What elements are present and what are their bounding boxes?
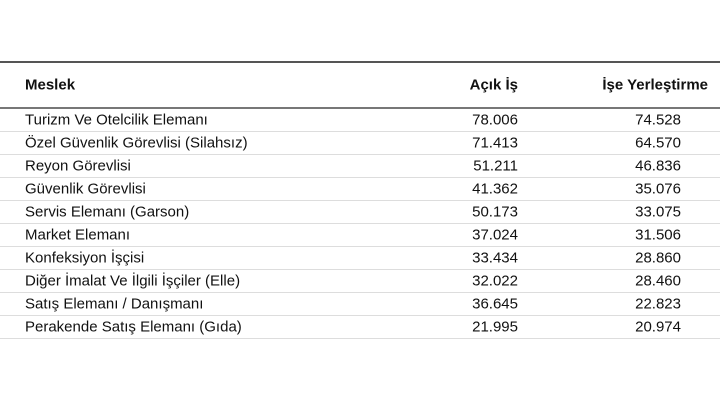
header-ise-yerlestirme: İşe Yerleştirme — [602, 76, 708, 94]
open-jobs-cell: 78.006 — [472, 111, 518, 129]
table-row: Satış Elemanı / Danışmanı 36.645 22.823 — [0, 293, 720, 316]
open-jobs-cell: 41.362 — [472, 180, 518, 198]
placements-cell: 74.528 — [635, 111, 681, 129]
open-jobs-cell: 36.645 — [472, 295, 518, 313]
occupation-cell: Servis Elemanı (Garson) — [25, 203, 190, 221]
table-row: Servis Elemanı (Garson) 50.173 33.075 — [0, 201, 720, 224]
placements-cell: 35.076 — [635, 180, 681, 198]
table-row: Reyon Görevlisi 51.211 46.836 — [0, 155, 720, 178]
open-jobs-cell: 33.434 — [472, 249, 518, 267]
occupation-table: Meslek Açık İş İşe Yerleştirme Turizm Ve… — [0, 61, 720, 339]
table-row: Özel Güvenlik Görevlisi (Silahsız) 71.413… — [0, 132, 720, 155]
occupation-cell: Özel Güvenlik Görevlisi (Silahsız) — [25, 134, 248, 152]
open-jobs-cell: 50.173 — [472, 203, 518, 221]
header-meslek: Meslek — [25, 76, 76, 94]
open-jobs-cell: 32.022 — [472, 272, 518, 290]
occupation-cell: Diğer İmalat Ve İlgili İşçiler (Elle) — [25, 272, 241, 290]
placements-cell: 64.570 — [635, 134, 681, 152]
open-jobs-cell: 21.995 — [472, 318, 518, 336]
placements-cell: 28.860 — [635, 249, 681, 267]
table-row: Market Elemanı 37.024 31.506 — [0, 224, 720, 247]
placements-cell: 22.823 — [635, 295, 681, 313]
table-row: Güvenlik Görevlisi 41.362 35.076 — [0, 178, 720, 201]
occupation-cell: Perakende Satış Elemanı (Gıda) — [25, 318, 242, 336]
occupation-cell: Güvenlik Görevlisi — [25, 180, 146, 198]
open-jobs-cell: 51.211 — [473, 157, 518, 175]
occupation-cell: Konfeksiyon İşçisi — [25, 249, 145, 267]
placements-cell: 33.075 — [635, 203, 681, 221]
open-jobs-cell: 37.024 — [472, 226, 518, 244]
occupation-cell: Turizm Ve Otelcilik Elemanı — [25, 111, 208, 129]
header-acik-is: Açık İş — [469, 76, 518, 94]
occupation-cell: Reyon Görevlisi — [25, 157, 131, 175]
table-row: Turizm Ve Otelcilik Elemanı 78.006 74.528 — [0, 109, 720, 132]
table-row: Diğer İmalat Ve İlgili İşçiler (Elle) 32.… — [0, 270, 720, 293]
placements-cell: 28.460 — [635, 272, 681, 290]
placements-cell: 20.974 — [635, 318, 681, 336]
open-jobs-cell: 71.413 — [472, 134, 518, 152]
table-row: Perakende Satış Elemanı (Gıda) 21.995 20.9… — [0, 316, 720, 339]
occupation-cell: Market Elemanı — [25, 226, 131, 244]
table-header: Meslek Açık İş İşe Yerleştirme — [0, 63, 720, 109]
placements-cell: 46.836 — [635, 157, 681, 175]
placements-cell: 31.506 — [635, 226, 681, 244]
table-row: Konfeksiyon İşçisi 33.434 28.860 — [0, 247, 720, 270]
occupation-cell: Satış Elemanı / Danışmanı — [25, 295, 204, 313]
